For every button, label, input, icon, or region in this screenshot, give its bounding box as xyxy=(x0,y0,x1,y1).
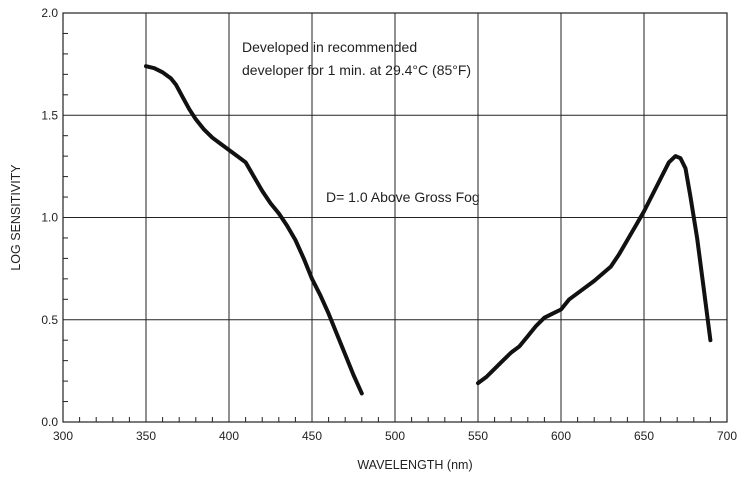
sensitivity-curve xyxy=(476,154,713,386)
minor-ticks xyxy=(63,32,711,422)
series-layer xyxy=(144,64,713,396)
y-tick-label: 2.0 xyxy=(41,6,58,20)
x-tick-label: 550 xyxy=(468,429,488,443)
x-axis-label: WAVELENGTH (nm) xyxy=(357,458,472,472)
plot-frame xyxy=(62,12,728,423)
chart-annotation: Developed in recommended xyxy=(242,39,417,55)
y-tick-label: 0.5 xyxy=(41,313,58,327)
y-tick-label: 0.0 xyxy=(41,415,58,429)
chart-annotation: D= 1.0 Above Gross Fog xyxy=(326,189,480,205)
sensitivity-curve xyxy=(144,64,364,396)
y-tick-label: 1.5 xyxy=(41,108,58,122)
x-tick-label: 650 xyxy=(634,429,654,443)
y-tick-label: 1.0 xyxy=(41,211,58,225)
x-tick-label: 700 xyxy=(717,429,737,443)
x-tick-label: 450 xyxy=(302,429,322,443)
x-tick-label: 400 xyxy=(219,429,239,443)
annotations: Developed in recommended developer for 1 … xyxy=(242,39,480,205)
y-axis-label: LOG SENSITIVITY xyxy=(9,164,23,271)
x-tick-label: 350 xyxy=(136,429,156,443)
x-tick-label: 500 xyxy=(385,429,405,443)
x-tick-label: 600 xyxy=(551,429,571,443)
grid-lines xyxy=(63,13,727,422)
x-tick-label: 300 xyxy=(53,429,73,443)
x-tick-labels: 300 350 400 450 500 550 600 650 700 xyxy=(53,429,737,443)
y-tick-labels: 0.0 0.5 1.0 1.5 2.0 xyxy=(41,6,58,429)
chart-annotation: developer for 1 min. at 29.4°C (85°F) xyxy=(242,62,471,78)
